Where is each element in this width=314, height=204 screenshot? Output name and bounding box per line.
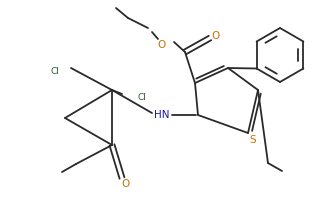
- Text: Cl: Cl: [138, 92, 147, 102]
- Text: O: O: [121, 179, 129, 189]
- Text: HN: HN: [154, 110, 170, 120]
- Text: Cl: Cl: [51, 68, 59, 76]
- Text: O: O: [211, 31, 219, 41]
- Text: O: O: [158, 40, 166, 50]
- Text: S: S: [250, 135, 256, 145]
